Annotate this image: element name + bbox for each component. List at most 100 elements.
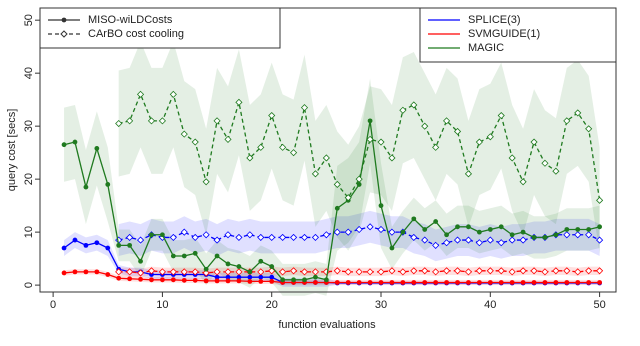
marker [94, 240, 100, 246]
marker [508, 268, 516, 276]
marker [541, 268, 549, 276]
marker [138, 276, 143, 282]
marker [225, 261, 231, 267]
marker [542, 280, 548, 285]
marker [147, 117, 156, 125]
marker [191, 268, 199, 276]
marker [422, 227, 428, 232]
marker [94, 269, 100, 275]
marker [476, 280, 482, 285]
marker [475, 267, 483, 275]
error-band [64, 78, 600, 296]
marker [300, 233, 309, 241]
marker [279, 143, 287, 151]
marker [464, 236, 473, 244]
marker [596, 196, 604, 204]
marker [410, 101, 418, 109]
marker [531, 235, 537, 240]
marker [268, 111, 276, 120]
marker [596, 267, 604, 275]
y-tick-label: 40 [23, 67, 35, 79]
y-tick-label: 20 [23, 173, 35, 185]
marker [290, 233, 298, 241]
marker [279, 233, 287, 241]
marker [115, 119, 123, 128]
marker [149, 277, 154, 283]
marker [519, 267, 527, 275]
marker [464, 268, 473, 276]
marker [169, 233, 177, 241]
marker [377, 138, 385, 146]
marker [400, 280, 406, 285]
marker [399, 106, 407, 114]
marker [160, 232, 165, 238]
marker [443, 239, 451, 247]
marker [399, 268, 407, 276]
marker [574, 231, 582, 239]
marker [552, 267, 560, 275]
marker [126, 233, 134, 241]
marker [180, 268, 188, 276]
marker [432, 268, 440, 276]
marker [497, 239, 505, 247]
marker [597, 280, 603, 285]
marker [389, 280, 395, 285]
x-tick-label: 50 [593, 299, 605, 311]
legend-box [419, 7, 617, 63]
marker [115, 268, 123, 276]
marker [180, 130, 188, 138]
marker [290, 267, 298, 275]
marker [72, 237, 78, 243]
marker [487, 227, 493, 232]
marker [519, 178, 527, 186]
marker [586, 280, 592, 285]
marker [378, 280, 384, 285]
marker [453, 267, 462, 275]
marker [181, 253, 187, 259]
error-band [64, 269, 600, 286]
x-tick-label: 40 [484, 299, 496, 311]
marker [564, 280, 570, 285]
marker [344, 194, 352, 202]
marker [322, 231, 330, 239]
marker [345, 280, 351, 285]
marker [563, 267, 571, 275]
marker [214, 253, 220, 259]
legend-label: SPLICE(3) [468, 14, 521, 26]
marker [235, 268, 243, 276]
marker [136, 236, 145, 244]
marker [563, 117, 571, 125]
marker [366, 223, 374, 231]
marker [170, 277, 176, 283]
marker [72, 139, 78, 145]
marker [149, 232, 154, 238]
marker [235, 233, 243, 241]
marker [268, 233, 276, 241]
marker [323, 277, 329, 283]
marker [214, 274, 220, 280]
marker [313, 274, 318, 280]
marker [344, 228, 352, 236]
marker [421, 267, 429, 275]
marker [498, 280, 504, 285]
marker [333, 180, 341, 189]
marker [127, 242, 133, 248]
marker [497, 111, 505, 120]
marker [466, 280, 471, 285]
marker [224, 231, 232, 239]
marker [257, 233, 265, 241]
marker [444, 280, 449, 285]
marker [411, 280, 417, 285]
marker [366, 268, 374, 276]
marker [519, 236, 527, 244]
marker [421, 236, 429, 244]
marker [575, 280, 581, 285]
marker [355, 175, 363, 183]
marker [509, 232, 515, 238]
marker [202, 269, 210, 277]
marker [116, 242, 122, 248]
marker [247, 279, 253, 284]
marker [203, 266, 209, 272]
marker [269, 274, 275, 280]
marker [367, 118, 373, 124]
